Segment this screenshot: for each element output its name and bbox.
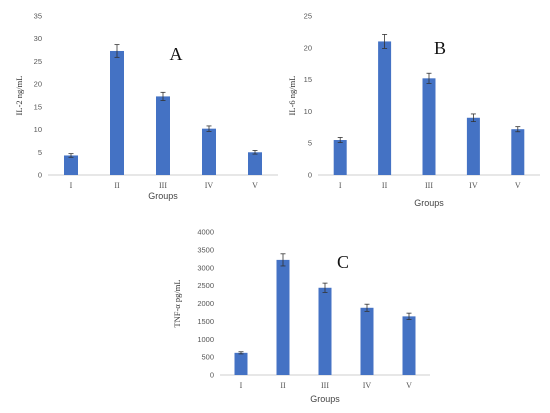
y-tick-label: 25 [304,12,312,21]
y-axis-label: TNF-α pg/mL [172,279,182,327]
x-tick-label: II [280,381,286,390]
y-tick-label: 0 [210,371,214,380]
bar-iv [360,307,374,375]
error-bar-iv [470,113,476,122]
x-tick-label: III [425,181,433,190]
y-tick-label: 15 [34,102,42,111]
error-bar-v [515,126,521,133]
y-tick-label: 20 [34,80,42,89]
error-bar-iii [426,72,432,84]
x-tick-label: III [321,381,329,390]
y-tick-label: 500 [201,353,214,362]
x-tick-label: I [339,181,342,190]
y-tick-label: 2000 [197,299,214,308]
x-tick-label: V [252,181,258,190]
y-tick-label: 20 [304,43,312,52]
bar-ii [110,50,124,176]
x-tick-label: V [406,381,412,390]
x-axis-label: Groups [310,394,340,404]
panel-label: A [170,44,183,64]
bar-ii [378,41,392,175]
x-axis-label: Groups [414,198,444,208]
y-tick-label: 4000 [197,228,214,237]
x-tick-label: IV [469,181,478,190]
error-bar-ii [114,44,120,58]
error-bar-iv [206,125,212,132]
bar-i [64,155,78,175]
bar-iv [202,128,216,175]
y-tick-label: 0 [38,171,42,180]
y-tick-label: 1000 [197,335,214,344]
x-tick-label: IV [363,381,372,390]
x-tick-label: II [114,181,120,190]
error-bar-v [252,150,258,155]
x-tick-label: III [159,181,167,190]
panel-label: C [337,252,349,272]
error-bar-i [68,153,74,158]
y-tick-label: 3500 [197,245,214,254]
y-tick-label: 1500 [197,317,214,326]
y-tick-label: 25 [34,57,42,66]
error-bar-iv [364,303,370,312]
bar-v [402,316,416,375]
y-tick-label: 10 [34,125,42,134]
bar-iii [318,287,332,375]
bar-iii [156,96,170,175]
y-axis-label: IL-6 ng/mL [287,76,297,116]
error-bar-v [406,312,412,320]
error-bar-ii [382,34,388,49]
x-tick-label: IV [205,181,214,190]
panel-label: B [434,38,446,58]
bar-iv [466,117,480,175]
x-tick-label: II [382,181,388,190]
x-tick-label: I [240,381,243,390]
bar-iii [422,78,436,175]
error-bar-iii [322,282,328,293]
error-bar-ii [280,253,286,267]
bar-i [333,140,347,175]
error-bar-i [238,351,244,355]
y-tick-label: 15 [304,75,312,84]
y-tick-label: 30 [34,34,42,43]
y-tick-label: 3000 [197,263,214,272]
bar-v [248,152,262,175]
x-tick-label: V [515,181,521,190]
y-tick-label: 5 [38,148,42,157]
bar-ii [276,259,290,375]
bar-i [234,352,248,375]
error-bar-iii [160,91,166,101]
y-tick-label: 5 [308,139,312,148]
bar-v [511,129,525,175]
y-axis-label: IL-2 ng/mL [14,76,24,116]
y-tick-label: 0 [308,171,312,180]
error-bar-i [337,137,343,143]
y-tick-label: 10 [304,107,312,116]
y-tick-label: 2500 [197,281,214,290]
x-axis-label: Groups [148,191,178,201]
x-tick-label: I [70,181,73,190]
y-tick-label: 35 [34,12,42,21]
